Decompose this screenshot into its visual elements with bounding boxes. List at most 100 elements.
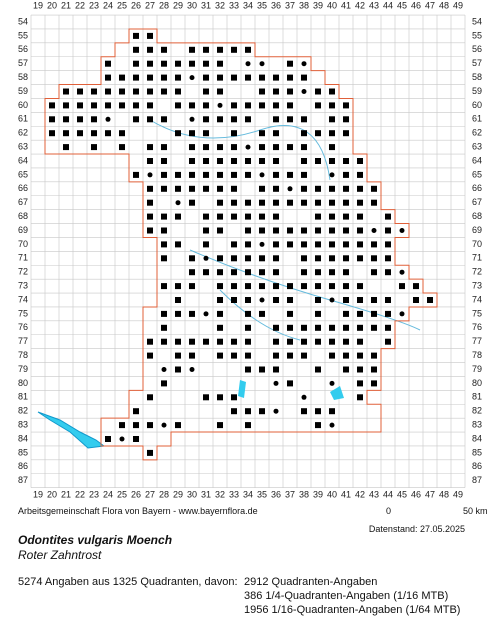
record-square xyxy=(133,102,139,109)
record-square xyxy=(371,310,377,317)
record-dot xyxy=(301,61,307,67)
record-square xyxy=(385,310,391,317)
record-square xyxy=(91,88,97,95)
record-square xyxy=(147,32,153,39)
record-square xyxy=(217,324,223,331)
record-square xyxy=(343,255,349,262)
record-square xyxy=(357,171,363,178)
record-square xyxy=(133,116,139,123)
column-label: 26 xyxy=(131,489,141,499)
column-label: 34 xyxy=(243,489,253,499)
record-square xyxy=(371,269,377,276)
record-square xyxy=(301,269,307,276)
record-square xyxy=(343,241,349,248)
row-label: 83 xyxy=(18,419,28,429)
record-square xyxy=(301,116,307,123)
row-label: 73 xyxy=(18,280,28,290)
record-square xyxy=(259,185,265,192)
record-square xyxy=(231,408,237,415)
column-label: 41 xyxy=(341,0,351,10)
record-square xyxy=(245,255,251,262)
record-square xyxy=(273,185,279,192)
row-label: 59 xyxy=(472,86,482,96)
row-label: 61 xyxy=(18,114,28,124)
record-square xyxy=(385,241,391,248)
column-label: 40 xyxy=(327,0,337,10)
record-square xyxy=(217,269,223,276)
record-square xyxy=(343,269,349,276)
record-square xyxy=(315,366,321,373)
record-square xyxy=(133,408,139,415)
row-label: 63 xyxy=(472,141,482,151)
record-square xyxy=(161,241,167,248)
record-square xyxy=(189,338,195,345)
record-square xyxy=(301,227,307,234)
column-label: 40 xyxy=(327,489,337,499)
record-square xyxy=(161,116,167,123)
record-square xyxy=(231,116,237,123)
summary-detail: 2912 Quadranten-Angaben xyxy=(244,576,378,588)
record-dot xyxy=(329,422,335,428)
record-square xyxy=(273,324,279,331)
column-label: 45 xyxy=(397,489,407,499)
column-label: 20 xyxy=(47,489,57,499)
record-square xyxy=(287,88,293,95)
record-square xyxy=(273,366,279,373)
record-square xyxy=(147,144,153,151)
record-square xyxy=(231,352,237,359)
record-square xyxy=(371,380,377,387)
row-label: 82 xyxy=(472,406,482,416)
record-square xyxy=(175,185,181,192)
record-square xyxy=(315,297,321,303)
row-label: 77 xyxy=(472,336,482,346)
summary-total: 5274 Angaben aus 1325 Quadranten, davon: xyxy=(18,576,238,588)
record-square xyxy=(203,241,209,248)
column-label: 20 xyxy=(47,0,57,10)
record-square xyxy=(245,158,251,164)
record-square xyxy=(357,158,363,164)
record-dot xyxy=(203,311,209,317)
record-square xyxy=(203,213,209,220)
record-square xyxy=(217,310,223,317)
record-dot xyxy=(175,200,181,206)
column-label: 31 xyxy=(201,489,211,499)
record-square xyxy=(77,116,83,123)
record-dot xyxy=(217,102,223,108)
record-dot xyxy=(259,297,265,303)
record-square xyxy=(147,449,153,456)
column-label: 41 xyxy=(341,489,351,499)
record-square xyxy=(357,394,363,401)
record-square xyxy=(231,297,237,303)
record-square xyxy=(259,130,265,137)
record-square xyxy=(175,213,181,220)
record-dot xyxy=(161,367,167,372)
row-label: 85 xyxy=(472,447,482,457)
record-square xyxy=(357,213,363,220)
column-label: 42 xyxy=(355,0,365,10)
record-square xyxy=(329,352,335,359)
record-square xyxy=(175,352,181,359)
record-square xyxy=(203,116,209,123)
record-square xyxy=(161,380,167,387)
record-dot xyxy=(399,269,405,275)
row-label: 74 xyxy=(472,294,482,304)
record-square xyxy=(217,46,223,53)
row-label: 79 xyxy=(18,364,28,374)
record-square xyxy=(301,408,307,415)
record-square xyxy=(147,74,153,81)
record-square xyxy=(189,130,195,137)
record-square xyxy=(161,158,167,164)
record-square xyxy=(147,394,153,401)
record-square xyxy=(147,213,153,220)
row-label: 59 xyxy=(18,86,28,96)
column-label: 33 xyxy=(229,0,239,10)
record-square xyxy=(329,408,335,415)
record-square xyxy=(357,324,363,331)
column-label: 45 xyxy=(397,0,407,10)
record-dot xyxy=(301,394,307,400)
row-label: 77 xyxy=(18,336,28,346)
record-dot xyxy=(147,172,153,178)
column-label: 25 xyxy=(117,0,127,10)
record-square xyxy=(217,74,223,81)
record-square xyxy=(203,144,209,151)
